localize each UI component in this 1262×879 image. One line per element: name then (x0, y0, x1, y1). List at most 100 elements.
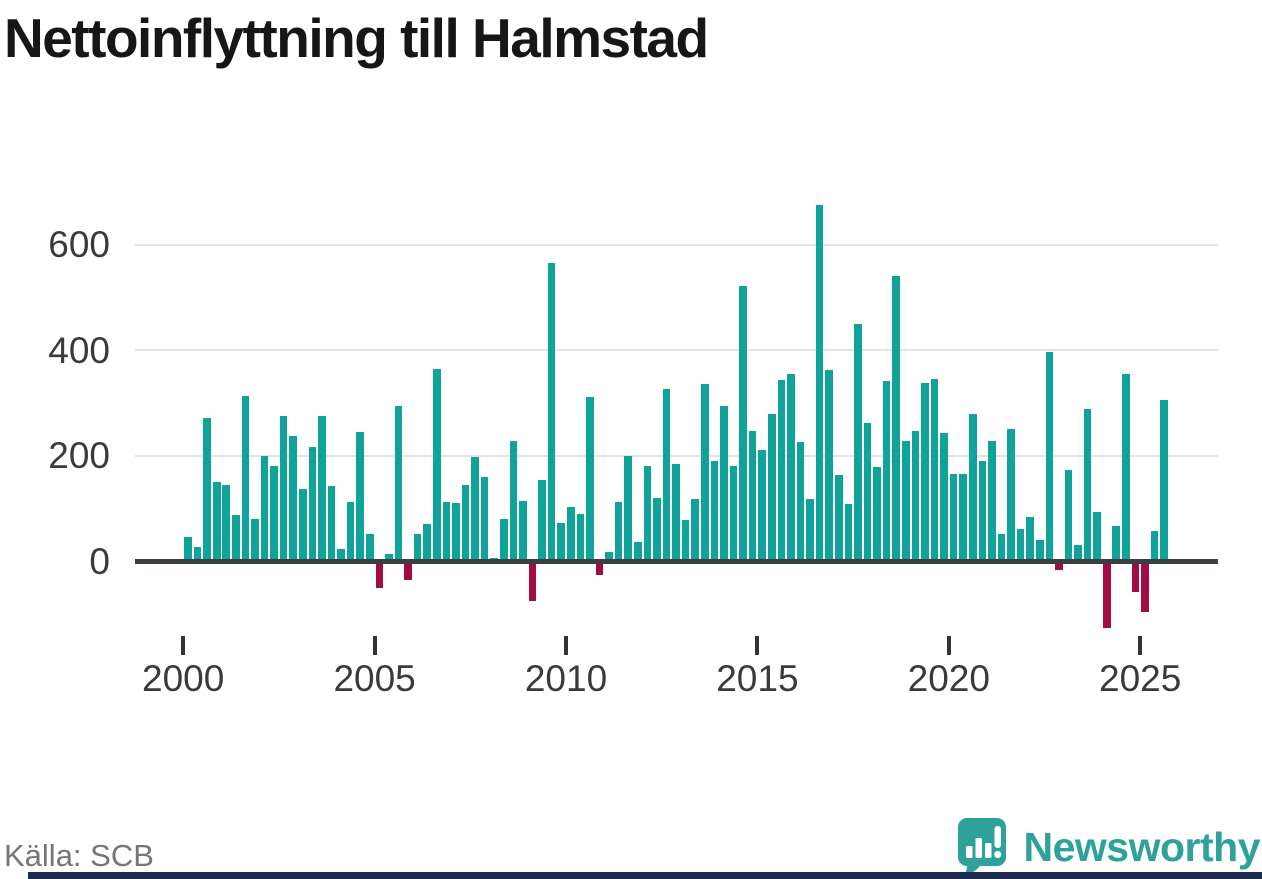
bar-2017-q4 (863, 422, 872, 561)
bar-2012-q3 (662, 388, 671, 561)
gridline-200 (135, 454, 1218, 457)
bar-2006-q1 (413, 534, 422, 561)
brand-name: Newsworthy (1023, 823, 1261, 870)
bar-2018-q1 (873, 467, 881, 561)
bar-2000-q1 (184, 537, 192, 561)
bar-2013-q2 (691, 499, 699, 561)
x-axis-label-2000: 2000 (142, 658, 225, 699)
bar-2022-q1 (1026, 516, 1034, 561)
bar-2005-q2 (385, 553, 393, 561)
bar-2008-q4 (519, 501, 527, 561)
bar-2024-q2 (1112, 526, 1121, 561)
bar-2011-q4 (633, 542, 642, 561)
bar-2004-q2 (346, 501, 355, 561)
bar-2014-q1 (720, 406, 728, 561)
bar-2011-q3 (624, 456, 632, 561)
bar-2025-q3 (1160, 399, 1168, 561)
bar-2019-q4 (940, 432, 948, 561)
x-axis-label-2005: 2005 (333, 658, 416, 699)
bar-2002-q1 (260, 456, 269, 561)
bar-2018-q2 (882, 381, 891, 561)
x-tick-2020 (946, 636, 951, 655)
bar-2018-q3 (892, 276, 900, 561)
bar-2002-q3 (279, 416, 288, 561)
x-tick-2000 (181, 636, 186, 655)
bar-2010-q4 (595, 564, 604, 575)
bar-2003-q3 (318, 416, 326, 561)
bar-2005-q1 (375, 564, 384, 588)
bar-2024-q4 (1131, 564, 1140, 592)
bar-2008-q3 (509, 440, 518, 561)
bar-2024-q1 (1102, 564, 1111, 628)
page-title: Nettoinflyttning till Halmstad (4, 7, 709, 69)
bar-2021-q1 (988, 441, 996, 561)
bar-2020-q1 (949, 474, 958, 561)
bar-2009-q3 (547, 262, 556, 561)
bar-2009-q4 (557, 523, 566, 561)
bar-2002-q4 (289, 435, 298, 561)
x-axis-label-2020: 2020 (907, 658, 990, 699)
bar-2013-q4 (710, 461, 719, 561)
bar-2016-q1 (796, 442, 805, 561)
x-tick-2015 (755, 636, 760, 655)
bar-2011-q1 (605, 551, 613, 561)
bar-2012-q2 (653, 498, 661, 561)
bar-2003-q1 (299, 489, 307, 561)
x-axis-label-2015: 2015 (716, 658, 799, 699)
bar-2015-q3 (777, 379, 786, 561)
bar-2014-q3 (739, 285, 747, 561)
bar-2021-q4 (1016, 529, 1025, 561)
bar-2010-q1 (567, 506, 575, 561)
y-axis-label-0: 0 (89, 540, 110, 582)
footer-bar (28, 872, 1262, 879)
x-axis-label-2025: 2025 (1099, 658, 1182, 699)
bar-2005-q3 (394, 405, 403, 561)
bar-2017-q1 (834, 475, 843, 561)
bar-2001-q3 (241, 395, 250, 561)
bar-2014-q4 (748, 430, 757, 561)
bar-2004-q4 (366, 534, 374, 561)
bar-2000-q4 (212, 482, 221, 561)
bar-2011-q2 (614, 502, 623, 561)
x-tick-2025 (1138, 636, 1143, 655)
bar-2001-q1 (222, 485, 231, 561)
bar-2010-q2 (576, 513, 585, 561)
bar-2017-q3 (854, 323, 862, 561)
newsworthy-icon (957, 818, 1006, 876)
bar-2008-q2 (500, 518, 508, 561)
bar-2023-q3 (1083, 408, 1092, 561)
bar-2003-q4 (327, 485, 336, 561)
bar-2003-q2 (308, 446, 317, 561)
bar-2012-q1 (643, 465, 652, 561)
bar-2025-q1 (1141, 564, 1149, 612)
x-tick-2010 (564, 636, 568, 655)
bar-2020-q3 (968, 413, 977, 561)
newsworthy-logo: Newsworthy (955, 816, 1261, 878)
bar-2000-q3 (203, 417, 211, 561)
bar-2007-q2 (461, 484, 470, 561)
bar-2000-q2 (193, 546, 202, 561)
bar-2016-q4 (825, 370, 833, 561)
bar-2009-q2 (538, 480, 546, 561)
net-migration-bar-chart: 0 200 400 600 2000 2005 2010 2015 2020 2025 (48, 204, 1218, 699)
gridline-600 (135, 243, 1218, 246)
bar-2012-q4 (672, 463, 680, 561)
bar-2025-q2 (1150, 530, 1159, 561)
y-axis-label-400: 400 (48, 329, 110, 371)
bar-2016-q2 (806, 499, 814, 561)
bar-2015-q2 (767, 413, 776, 561)
bar-2013-q3 (700, 384, 709, 561)
bar-2022-q3 (1045, 351, 1054, 561)
bar-2005-q4 (404, 564, 412, 580)
bar-2016-q3 (815, 204, 824, 561)
bar-2001-q2 (232, 514, 240, 561)
bar-2019-q1 (911, 431, 920, 561)
bar-2013-q1 (681, 520, 690, 561)
bar-2015-q4 (787, 374, 795, 561)
bar-2020-q2 (959, 474, 967, 561)
bar-2009-q1 (528, 564, 537, 601)
x-axis-label-2010: 2010 (524, 658, 608, 699)
bar-2004-q1 (337, 549, 345, 561)
bar-2007-q4 (480, 476, 489, 561)
source-note: Källa: SCB (4, 838, 154, 873)
